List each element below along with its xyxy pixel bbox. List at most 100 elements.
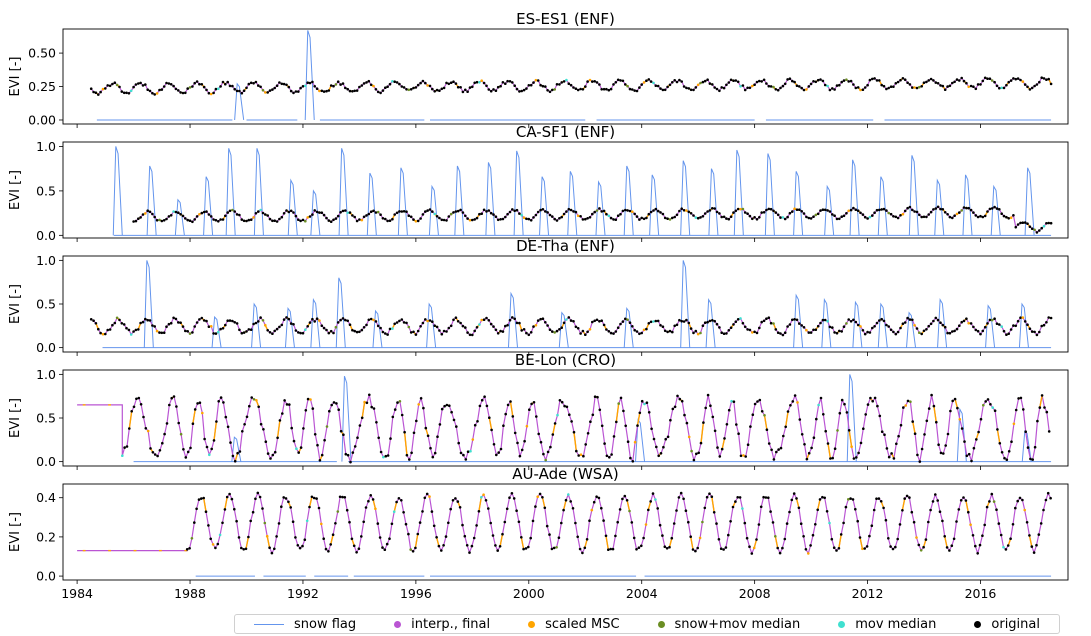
data-point (999, 533, 1003, 537)
data-point (438, 423, 442, 426)
data-point (833, 447, 837, 451)
data-point (386, 85, 389, 88)
data-point (920, 447, 924, 451)
data-point (725, 423, 729, 426)
data-point (1005, 215, 1008, 219)
data-point (729, 520, 732, 523)
data-point (753, 330, 756, 334)
data-point (203, 437, 206, 441)
data-point (1043, 406, 1046, 409)
data-point (857, 451, 860, 455)
data-point (508, 318, 512, 322)
data-point (139, 321, 142, 325)
data-point (767, 496, 770, 500)
data-point (346, 319, 350, 323)
scaled-msc-segment (330, 534, 334, 545)
data-point (294, 214, 298, 218)
data-point (649, 80, 653, 83)
data-point (772, 458, 776, 461)
data-point (381, 89, 385, 92)
data-point (531, 519, 535, 523)
data-point (600, 319, 603, 323)
data-point (683, 413, 686, 417)
data-point (1007, 450, 1011, 453)
data-point (461, 90, 465, 94)
data-point (122, 91, 126, 95)
data-point (184, 91, 187, 95)
data-point (762, 78, 766, 82)
data-point (889, 212, 893, 216)
data-point (153, 453, 157, 456)
data-point (851, 498, 855, 501)
data-point (795, 84, 799, 87)
data-point (456, 500, 460, 503)
data-point (715, 322, 719, 326)
data-point (990, 492, 994, 496)
data-point (852, 206, 855, 210)
data-point (259, 208, 262, 212)
data-point (355, 551, 358, 554)
data-point (304, 84, 307, 88)
snow-flag-spike (705, 297, 716, 348)
data-point (188, 547, 191, 550)
data-point (791, 79, 794, 83)
data-point (913, 86, 916, 89)
data-point (218, 533, 222, 537)
data-point (654, 84, 658, 87)
data-point (471, 333, 474, 337)
data-point (598, 320, 601, 323)
data-point (282, 82, 286, 86)
data-point (231, 84, 234, 88)
data-point (482, 208, 486, 212)
data-point (854, 320, 858, 324)
data-point (169, 214, 173, 217)
data-point (522, 547, 525, 551)
data-point (859, 88, 862, 92)
data-point (548, 90, 552, 94)
data-point (402, 86, 406, 89)
y-axis-label: EVI [-] (8, 398, 23, 438)
data-point (865, 545, 869, 548)
data-point (866, 217, 869, 220)
data-point (602, 87, 606, 91)
data-point (351, 451, 355, 454)
snow-flag-spike (539, 176, 550, 236)
data-point (576, 327, 580, 330)
data-point (572, 430, 576, 434)
data-point (572, 320, 575, 323)
data-point (221, 521, 224, 525)
data-point (586, 80, 589, 83)
data-point (1005, 83, 1008, 87)
data-point (710, 495, 714, 499)
data-point (386, 333, 389, 336)
data-point (391, 327, 394, 330)
data-point (675, 509, 678, 512)
data-point (548, 213, 552, 217)
data-point (1012, 77, 1015, 80)
data-point (294, 536, 297, 539)
data-point (899, 214, 902, 217)
data-point (752, 546, 756, 550)
data-point (379, 450, 383, 454)
data-point (668, 329, 672, 333)
data-point (363, 400, 366, 404)
data-point (628, 209, 632, 213)
data-point (918, 85, 921, 89)
data-point (734, 320, 738, 324)
data-point (805, 215, 808, 219)
data-point (393, 80, 397, 83)
data-point (459, 321, 462, 325)
data-point (909, 400, 912, 404)
data-point (960, 320, 963, 324)
data-point (342, 433, 345, 437)
data-point (821, 318, 825, 322)
data-point (795, 208, 799, 211)
data-point (219, 218, 222, 221)
scaled-msc-segment (393, 501, 398, 512)
data-point (702, 421, 705, 424)
x-tick-label: 1992 (287, 586, 319, 601)
data-point (155, 219, 159, 222)
data-point (482, 318, 486, 322)
data-point (295, 447, 298, 451)
data-point (287, 500, 290, 504)
